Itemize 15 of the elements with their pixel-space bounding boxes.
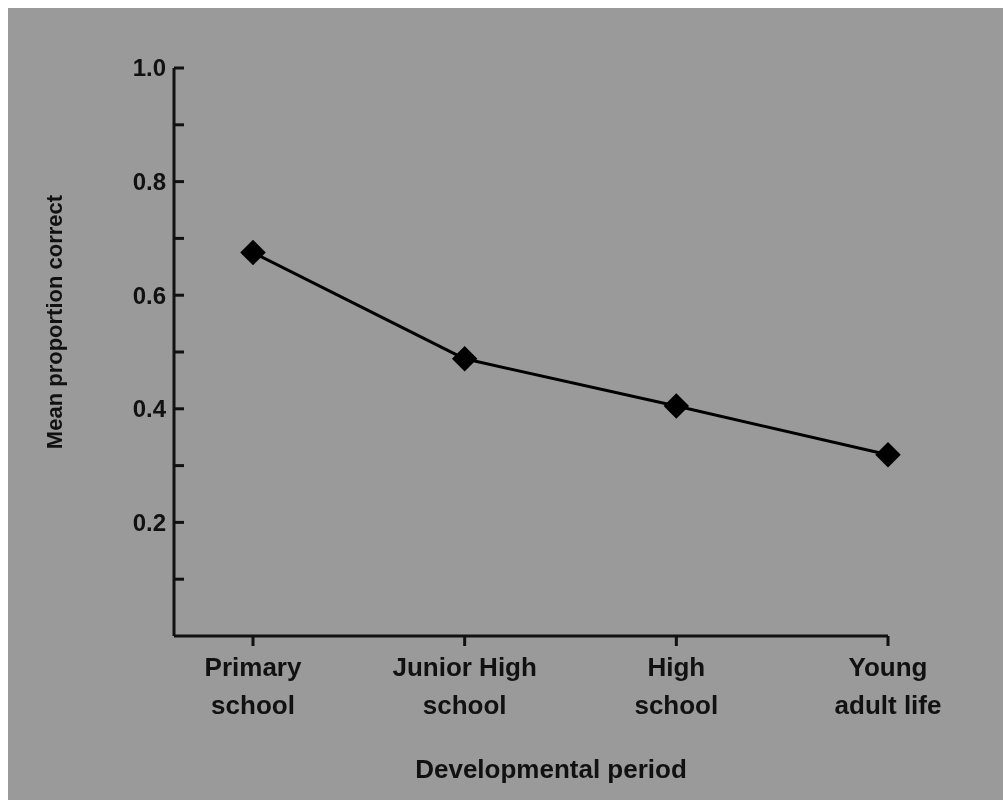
y-tick-label: 0.2 xyxy=(132,508,166,536)
x-tick-label: Primary school xyxy=(204,652,302,720)
x-tick-label: Young adult life xyxy=(834,652,942,720)
y-tick-label: 0.6 xyxy=(132,281,166,309)
x-tick-label: High school xyxy=(634,652,719,720)
y-tick-label: 0.8 xyxy=(132,168,166,195)
x-axis-title: Developmental period xyxy=(415,754,687,784)
y-tick-label: 0.4 xyxy=(132,395,167,423)
y-tick-label: 1.0 xyxy=(132,54,166,82)
point xyxy=(663,393,690,419)
x-tick-label: Junior High school xyxy=(392,652,537,720)
point xyxy=(875,442,901,468)
point xyxy=(451,346,478,372)
y-axis-title: Mean proportion correct xyxy=(42,194,67,450)
point xyxy=(240,239,266,266)
